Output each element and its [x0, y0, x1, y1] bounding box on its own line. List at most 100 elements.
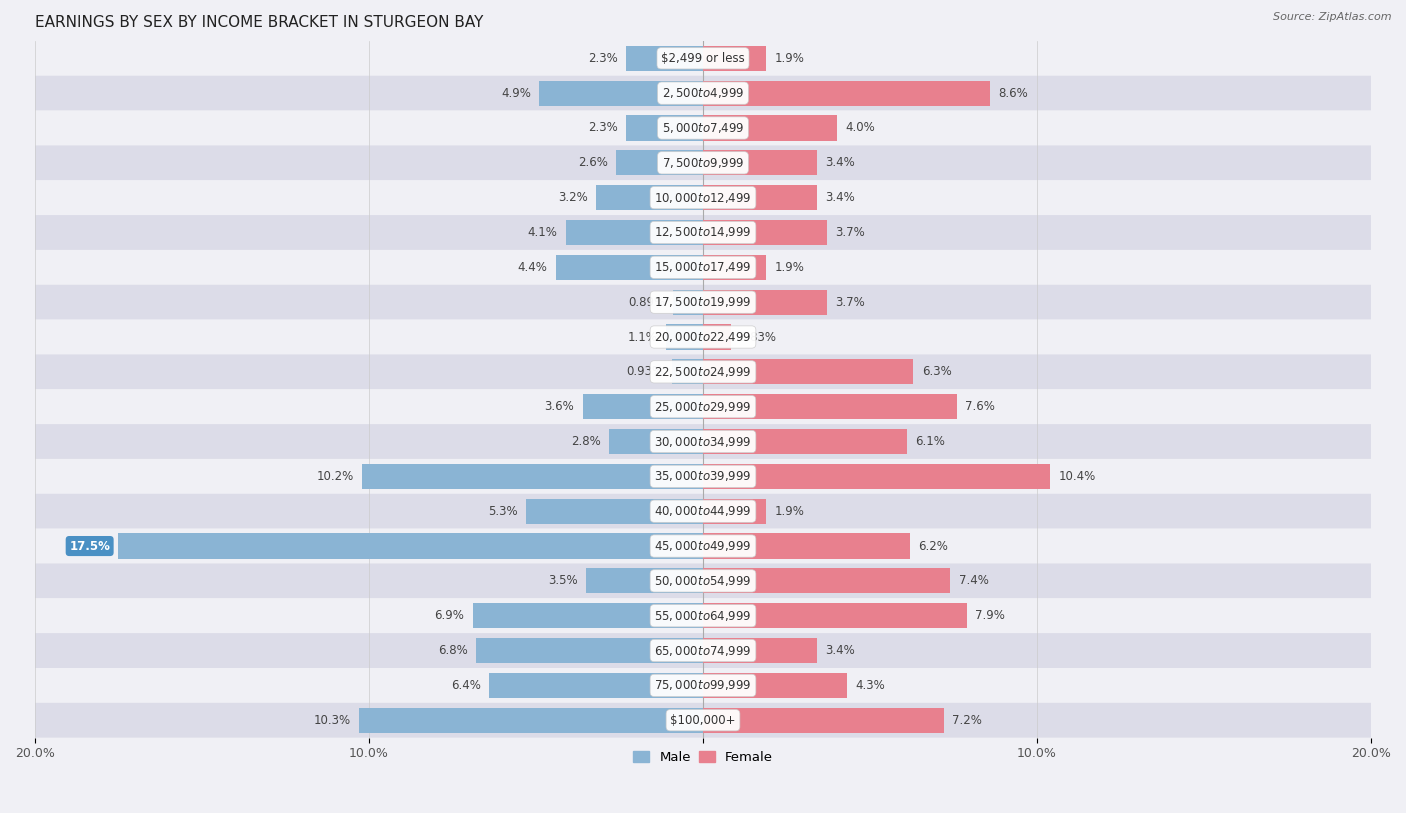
Text: $2,499 or less: $2,499 or less [661, 52, 745, 65]
Text: 7.6%: 7.6% [965, 400, 995, 413]
Text: 0.93%: 0.93% [627, 365, 664, 378]
Text: $12,500 to $14,999: $12,500 to $14,999 [654, 225, 752, 240]
Text: 10.4%: 10.4% [1059, 470, 1097, 483]
FancyBboxPatch shape [35, 459, 1371, 493]
Text: $22,500 to $24,999: $22,500 to $24,999 [654, 365, 752, 379]
Bar [703, 568, 950, 593]
FancyBboxPatch shape [35, 41, 1371, 76]
FancyBboxPatch shape [35, 180, 1371, 215]
Text: $100,000+: $100,000+ [671, 714, 735, 727]
Bar [703, 394, 957, 420]
Text: $2,500 to $4,999: $2,500 to $4,999 [662, 86, 744, 100]
Bar [586, 568, 703, 593]
Text: $55,000 to $64,999: $55,000 to $64,999 [654, 609, 752, 623]
Text: 3.2%: 3.2% [558, 191, 588, 204]
FancyBboxPatch shape [35, 563, 1371, 598]
Text: $45,000 to $49,999: $45,000 to $49,999 [654, 539, 752, 553]
Text: $40,000 to $44,999: $40,000 to $44,999 [654, 504, 752, 518]
Text: 7.9%: 7.9% [976, 609, 1005, 622]
Text: 7.2%: 7.2% [952, 714, 981, 727]
Bar [703, 533, 910, 559]
Bar [526, 498, 703, 524]
Bar [673, 289, 703, 315]
FancyBboxPatch shape [35, 493, 1371, 528]
Text: $65,000 to $74,999: $65,000 to $74,999 [654, 644, 752, 658]
Bar [703, 603, 967, 628]
Text: 0.89%: 0.89% [628, 296, 665, 309]
Text: $25,000 to $29,999: $25,000 to $29,999 [654, 400, 752, 414]
Bar [703, 46, 766, 71]
Text: 2.3%: 2.3% [588, 52, 617, 65]
Bar [596, 185, 703, 211]
Text: $10,000 to $12,499: $10,000 to $12,499 [654, 191, 752, 205]
Bar [118, 533, 703, 559]
Bar [363, 464, 703, 489]
Text: 0.83%: 0.83% [740, 331, 776, 344]
FancyBboxPatch shape [35, 354, 1371, 389]
Bar [582, 394, 703, 420]
Bar [472, 603, 703, 628]
FancyBboxPatch shape [35, 389, 1371, 424]
Bar [672, 359, 703, 385]
Text: 6.3%: 6.3% [922, 365, 952, 378]
Text: EARNINGS BY SEX BY INCOME BRACKET IN STURGEON BAY: EARNINGS BY SEX BY INCOME BRACKET IN STU… [35, 15, 484, 30]
Text: $35,000 to $39,999: $35,000 to $39,999 [654, 469, 752, 484]
Bar [609, 429, 703, 454]
Bar [567, 220, 703, 245]
Text: $17,500 to $19,999: $17,500 to $19,999 [654, 295, 752, 309]
FancyBboxPatch shape [35, 146, 1371, 180]
Bar [703, 80, 990, 106]
FancyBboxPatch shape [35, 250, 1371, 285]
FancyBboxPatch shape [35, 424, 1371, 459]
Bar [703, 324, 731, 350]
FancyBboxPatch shape [35, 76, 1371, 111]
Text: 3.7%: 3.7% [835, 226, 865, 239]
Bar [703, 254, 766, 280]
Bar [703, 429, 907, 454]
Text: $5,000 to $7,499: $5,000 to $7,499 [662, 121, 744, 135]
Text: $75,000 to $99,999: $75,000 to $99,999 [654, 678, 752, 693]
Text: 4.0%: 4.0% [845, 121, 875, 134]
Bar [703, 359, 914, 385]
Text: 3.4%: 3.4% [825, 191, 855, 204]
Text: 4.3%: 4.3% [855, 679, 884, 692]
Bar [626, 115, 703, 141]
Text: 4.1%: 4.1% [527, 226, 558, 239]
Bar [703, 707, 943, 733]
Text: 6.8%: 6.8% [437, 644, 468, 657]
FancyBboxPatch shape [35, 215, 1371, 250]
Text: 1.9%: 1.9% [775, 52, 804, 65]
Text: 4.4%: 4.4% [517, 261, 548, 274]
Text: 4.9%: 4.9% [501, 87, 531, 100]
Bar [703, 115, 837, 141]
Legend: Male, Female: Male, Female [627, 746, 779, 769]
Bar [703, 498, 766, 524]
Text: 3.5%: 3.5% [548, 574, 578, 587]
Bar [703, 185, 817, 211]
Bar [703, 220, 827, 245]
Text: Source: ZipAtlas.com: Source: ZipAtlas.com [1274, 12, 1392, 22]
Text: 3.6%: 3.6% [544, 400, 575, 413]
Text: 3.4%: 3.4% [825, 644, 855, 657]
Bar [703, 289, 827, 315]
Bar [540, 80, 703, 106]
Text: 1.1%: 1.1% [628, 331, 658, 344]
Bar [475, 638, 703, 663]
Bar [616, 150, 703, 176]
FancyBboxPatch shape [35, 633, 1371, 668]
FancyBboxPatch shape [35, 528, 1371, 563]
Text: 2.6%: 2.6% [578, 156, 607, 169]
FancyBboxPatch shape [35, 111, 1371, 146]
Bar [703, 673, 846, 698]
Text: 17.5%: 17.5% [69, 540, 110, 553]
Text: 10.3%: 10.3% [314, 714, 350, 727]
Text: 10.2%: 10.2% [316, 470, 354, 483]
FancyBboxPatch shape [35, 668, 1371, 702]
Text: $15,000 to $17,499: $15,000 to $17,499 [654, 260, 752, 274]
Text: 2.8%: 2.8% [571, 435, 602, 448]
Bar [666, 324, 703, 350]
Text: 6.9%: 6.9% [434, 609, 464, 622]
Bar [489, 673, 703, 698]
Text: 1.9%: 1.9% [775, 505, 804, 518]
Text: 3.4%: 3.4% [825, 156, 855, 169]
